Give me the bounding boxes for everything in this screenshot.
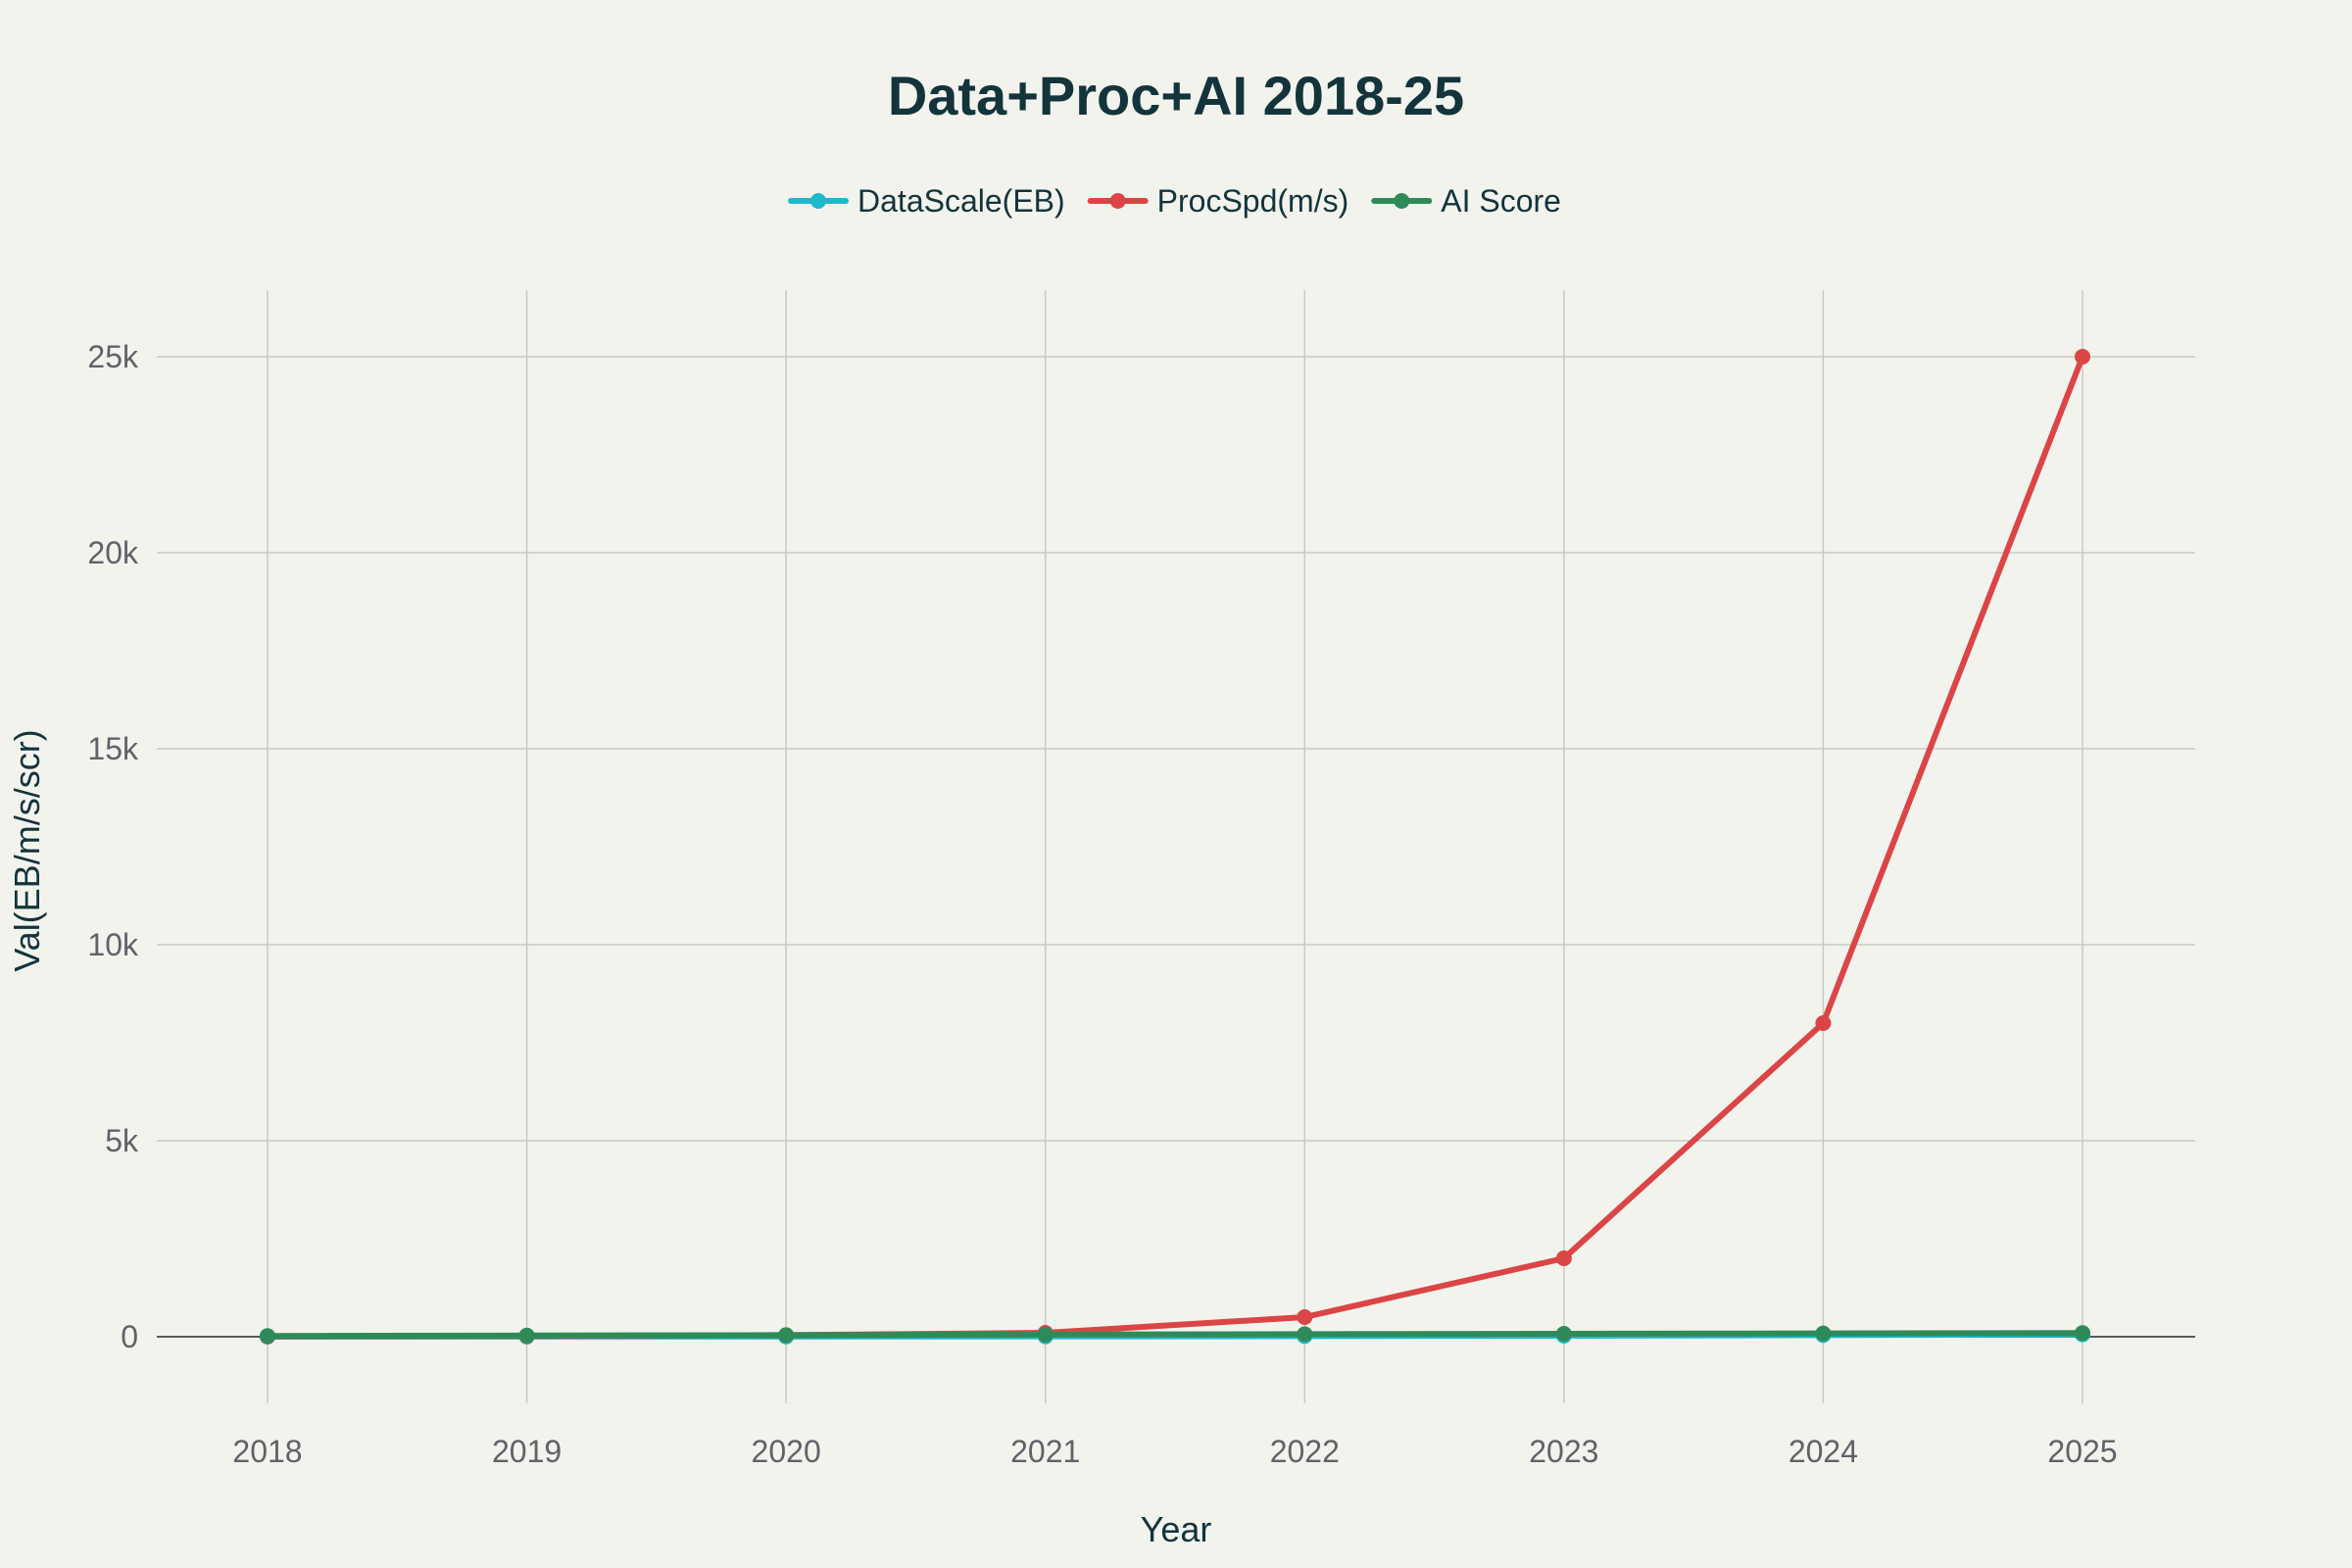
chart-title: Data+Proc+AI 2018-25 (888, 65, 1464, 126)
x-tick-label: 2022 (1270, 1434, 1340, 1469)
legend-item[interactable]: AI Score (1371, 183, 1561, 219)
x-tick-label: 2024 (1788, 1434, 1858, 1469)
y-tick-label: 25k (87, 339, 139, 374)
legend-label: AI Score (1441, 183, 1561, 219)
data-point[interactable] (1815, 1015, 1832, 1031)
legend-item[interactable]: DataScale(EB) (788, 183, 1065, 219)
y-tick-label: 0 (121, 1319, 138, 1354)
data-point[interactable] (1815, 1325, 1832, 1342)
series-2 (260, 1325, 2090, 1345)
data-point[interactable] (1297, 1326, 1313, 1343)
x-tick-label: 2023 (1529, 1434, 1598, 1469)
legend-label: DataScale(EB) (858, 183, 1065, 219)
data-point[interactable] (778, 1327, 795, 1344)
x-tick-label: 2020 (752, 1434, 821, 1469)
series-line (265, 354, 2085, 1340)
x-axis-title: Year (1141, 1509, 1212, 1549)
x-axis-ticks: 2018 2019 2020 2021 2022 2023 2024 2025 (232, 1434, 2117, 1469)
y-axis-title: Val(EB/m/s/scr) (7, 729, 47, 971)
y-tick-label: 20k (87, 535, 139, 570)
legend-marker (810, 193, 827, 209)
x-tick-label: 2025 (2047, 1434, 2117, 1469)
legend-label: ProcSpd(m/s) (1157, 183, 1349, 219)
x-tick-label: 2019 (492, 1434, 562, 1469)
y-tick-label: 10k (87, 927, 139, 962)
legend-item[interactable]: ProcSpd(m/s) (1087, 183, 1349, 219)
series-1 (260, 349, 2090, 1345)
data-point[interactable] (1555, 1326, 1572, 1342)
legend: DataScale(EB) ProcSpd(m/s) AI Score (788, 183, 1561, 219)
data-point[interactable] (1297, 1309, 1313, 1325)
data-point[interactable] (518, 1327, 535, 1344)
legend-marker (1394, 193, 1410, 209)
data-point[interactable] (2075, 349, 2090, 365)
series-line (265, 1330, 2085, 1340)
series-layer (260, 349, 2090, 1345)
y-tick-label: 15k (87, 731, 139, 766)
y-axis-ticks: 0 5k 10k 15k 20k 25k (87, 339, 139, 1354)
data-point[interactable] (2075, 1325, 2090, 1342)
x-tick-label: 2018 (232, 1434, 302, 1469)
x-tick-label: 2021 (1010, 1434, 1080, 1469)
data-point[interactable] (1037, 1326, 1054, 1343)
data-point[interactable] (1555, 1250, 1572, 1266)
y-tick-label: 5k (105, 1123, 139, 1158)
legend-marker (1109, 193, 1126, 209)
data-point[interactable] (260, 1328, 275, 1345)
